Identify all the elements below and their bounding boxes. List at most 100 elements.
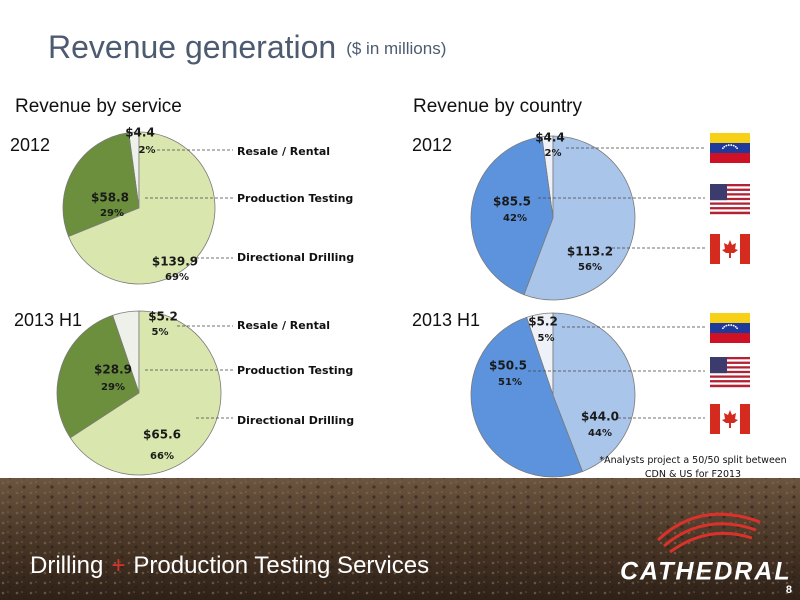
percent-label: 5% [538, 333, 555, 344]
percent-label: 66% [150, 451, 174, 462]
value-label: $5.2 [528, 315, 558, 329]
flag-star [730, 144, 733, 146]
tagline: Drilling + Production Testing Services [30, 552, 429, 579]
value-label: $4.4 [535, 131, 565, 145]
flag-stripe [710, 373, 750, 376]
flag [710, 234, 750, 264]
legend-label: Resale / Rental [237, 319, 330, 332]
flag-star [723, 325, 726, 328]
flag-star [727, 144, 730, 146]
flag-leaf [722, 240, 738, 258]
note: *Analysts project a 50/50 split between C… [599, 455, 786, 480]
flag-star [730, 324, 733, 326]
flag-stripe [710, 333, 750, 343]
value-label: $28.9 [94, 363, 132, 377]
subtitle: ($ in millions) [346, 39, 446, 58]
flag-stripe [710, 370, 750, 374]
flag-stripe [710, 375, 750, 378]
flag-stripe [710, 133, 750, 143]
flag-stripe [710, 153, 750, 163]
page-number: 8 [786, 584, 792, 596]
tagline-start: Drilling [30, 552, 103, 579]
percent-label: 5% [152, 327, 169, 338]
flag-star [736, 327, 739, 330]
flag-stripe [710, 184, 750, 187]
flag-stripe [710, 363, 750, 367]
flag-stripe [710, 357, 750, 360]
legend-label: Production Testing [237, 364, 353, 377]
note-line: *Analysts project a 50/50 split between [599, 455, 786, 466]
tagline-end: Production Testing Services [133, 552, 429, 579]
flag-star [732, 144, 735, 147]
section-title: Revenue by service [15, 96, 182, 117]
flag-star [725, 324, 728, 327]
flag-star [732, 324, 735, 327]
flag-bar [740, 234, 750, 264]
flag-star [734, 325, 737, 328]
value-label: $65.6 [143, 428, 181, 442]
percent-label: 29% [100, 208, 124, 219]
pie-slice [56, 314, 140, 439]
pie-subtitle: 2013 H1 [412, 310, 480, 330]
flag-stripe [710, 195, 750, 199]
flag [710, 357, 750, 388]
percent-label: 29% [101, 382, 125, 393]
legend-label: Resale / Rental [237, 145, 330, 158]
value-label: $139.9 [152, 255, 198, 269]
tagline-plus: + [111, 552, 125, 579]
flag-canton [710, 357, 727, 374]
flag-stripe [710, 143, 750, 153]
flag-stripe [710, 204, 750, 208]
pie-subtitle: 2012 [412, 135, 452, 155]
flag-stripe [710, 197, 750, 201]
pie-slice [62, 132, 140, 238]
flag-star [721, 147, 724, 150]
percent-label: 69% [165, 272, 189, 283]
flag-stripe [710, 377, 750, 381]
pie-subtitle: 2013 H1 [14, 310, 82, 330]
flag-star [727, 324, 730, 326]
pie-subtitle: 2012 [10, 135, 50, 155]
percent-label: 44% [588, 428, 612, 439]
flag-stripe [710, 380, 750, 383]
value-label: $85.5 [493, 195, 531, 209]
value-label: $113.2 [567, 245, 613, 259]
flag-stripe [710, 207, 750, 210]
flag-stripe [710, 323, 750, 333]
pie-slice [69, 310, 222, 476]
flag-star [723, 145, 726, 148]
flag-stripe [710, 186, 750, 189]
value-label: $5.2 [148, 310, 178, 324]
percent-label: 2% [139, 145, 156, 156]
flag-bar [710, 234, 720, 264]
flag-bar [740, 404, 750, 434]
flag-star [725, 144, 728, 147]
flag [710, 133, 750, 163]
flag-star [721, 327, 724, 330]
pie-slice [470, 136, 554, 296]
value-label: $50.5 [489, 359, 527, 373]
legend-label: Production Testing [237, 192, 353, 205]
logo-text: CATHEDRAL [620, 558, 792, 586]
title: Revenue generation [48, 29, 336, 65]
flag-star [734, 145, 737, 148]
pie-slice [470, 316, 584, 478]
flag-bar [710, 404, 720, 434]
note-line: CDN & US for F2013 [645, 469, 741, 480]
slide-title: Revenue generation ($ in millions) [48, 29, 446, 65]
percent-label: 56% [578, 262, 602, 273]
flag-stripe [710, 188, 750, 192]
value-label: $4.4 [125, 126, 155, 140]
percent-label: 51% [498, 377, 522, 388]
flag [710, 184, 750, 215]
flag-stripe [710, 368, 750, 372]
flag-stripe [710, 200, 750, 203]
flag-leaf [722, 410, 738, 428]
flag-stripe [710, 193, 750, 196]
footer-texture [0, 478, 800, 600]
flag-stripe [710, 190, 750, 194]
value-label: $58.8 [91, 191, 129, 205]
flag-stripe [710, 211, 750, 215]
legend-label: Directional Drilling [237, 414, 354, 427]
